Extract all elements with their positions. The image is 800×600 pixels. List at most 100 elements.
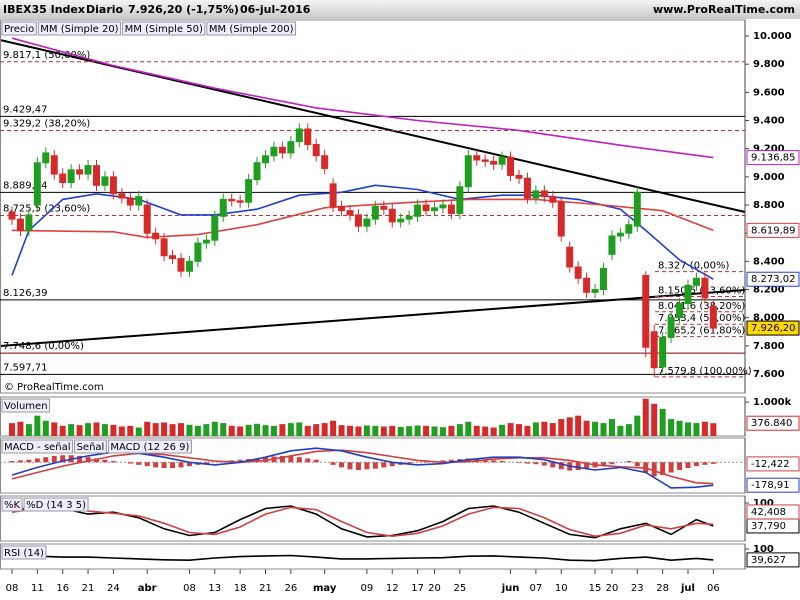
macd-bar xyxy=(355,462,361,470)
macd-bar xyxy=(677,462,683,470)
macd-bar xyxy=(186,462,192,467)
candle-body xyxy=(118,193,126,199)
volume-bar xyxy=(592,421,599,436)
volume-bar xyxy=(93,422,100,436)
candle-body xyxy=(363,218,371,227)
candle-body xyxy=(676,303,684,319)
legend-label: MM (Simple 200) xyxy=(209,24,294,35)
level-label: 7.597,71 xyxy=(3,362,48,373)
legend-label: %D (14 3 5) xyxy=(26,500,86,511)
candle-body xyxy=(464,155,472,188)
volume-bar xyxy=(270,425,277,436)
header-period: Diario xyxy=(86,3,124,16)
y-tick-label: 1.000k xyxy=(753,397,792,408)
macd-bar xyxy=(702,462,708,465)
value-badge xyxy=(746,150,800,166)
volume-bar xyxy=(549,423,556,436)
macd-bar xyxy=(710,462,716,464)
macd-bar xyxy=(305,458,311,463)
candle-body xyxy=(473,155,481,161)
candle-body xyxy=(515,174,523,179)
x-tick-label: 26 xyxy=(284,583,297,594)
macd-bar xyxy=(524,462,530,464)
legend-label: %K xyxy=(4,500,21,511)
legend-label: MACD - señal xyxy=(4,442,71,453)
candle-body xyxy=(287,141,295,154)
legend-label: MM (Simple 50) xyxy=(125,24,203,35)
volume-bar xyxy=(59,425,66,436)
candle-body xyxy=(422,204,430,212)
plot-layer: 10.0009.8009.6009.4009.2009.0008.8008.60… xyxy=(0,19,800,594)
candle-body xyxy=(456,186,464,214)
x-tick-label: 08 xyxy=(183,583,196,594)
macd-bar xyxy=(136,462,142,465)
volume-bar xyxy=(330,420,337,436)
candle-body xyxy=(439,204,447,209)
macd-bar xyxy=(9,461,15,463)
value-badge-label: 8.619,89 xyxy=(751,225,796,236)
volume-bar xyxy=(583,420,590,436)
y-tick-label: 9.600 xyxy=(753,87,785,98)
candle-body xyxy=(549,196,557,203)
header-last: 7.926,20 (-1,75%) xyxy=(128,3,239,16)
volume-bar xyxy=(9,423,15,436)
candle-body xyxy=(532,190,540,199)
macd-bar xyxy=(381,462,387,468)
macd-bar xyxy=(77,455,83,463)
value-badge xyxy=(746,222,800,238)
volume-bar xyxy=(76,425,83,436)
value-badge-label: 42,408 xyxy=(751,507,786,518)
legend-box xyxy=(23,497,89,512)
series-line xyxy=(11,506,714,538)
y-tick-label: 9.400 xyxy=(753,116,785,127)
volume-bar xyxy=(135,427,142,436)
value-badge xyxy=(746,456,800,472)
candle-body xyxy=(202,239,210,244)
macd-bar xyxy=(491,460,497,463)
volume-bar xyxy=(17,421,24,436)
macd-bar xyxy=(347,462,353,470)
macd-bar xyxy=(34,458,40,463)
volume-bar xyxy=(634,415,641,436)
candle-body xyxy=(101,176,109,186)
macd-bar xyxy=(584,462,590,469)
volume-bar xyxy=(507,423,514,436)
volume-bar xyxy=(347,425,353,436)
volume-bar xyxy=(431,426,438,436)
macd-bar xyxy=(406,462,412,464)
x-tick-label: 21 xyxy=(259,583,272,594)
volume-bar xyxy=(389,425,396,436)
volume-bar xyxy=(566,417,573,436)
macd-bar xyxy=(144,462,150,467)
candle-body xyxy=(338,205,346,212)
candle-body xyxy=(397,218,405,223)
level-label: 9.817,1 (50,00%) xyxy=(3,50,90,61)
volume-bar xyxy=(34,415,41,436)
macd-bar xyxy=(609,462,615,465)
candle-body xyxy=(185,260,193,272)
volume-bar xyxy=(304,425,311,436)
legend-box xyxy=(1,545,47,560)
candle-body xyxy=(557,201,565,237)
volume-bar xyxy=(372,425,379,436)
candle-body xyxy=(211,215,219,241)
value-badge xyxy=(746,415,800,431)
candle-body xyxy=(667,317,675,338)
level-label: 8.126,39 xyxy=(3,288,48,299)
volume-bar xyxy=(178,423,184,436)
value-badge xyxy=(746,320,800,336)
candle-body xyxy=(295,128,303,143)
candle-body xyxy=(304,128,312,145)
y-tick-label: 9.800 xyxy=(753,59,785,70)
fib-label: 7.953,4 (50,00%) xyxy=(658,313,745,324)
candle-body xyxy=(405,215,413,220)
macd-bar xyxy=(389,462,395,467)
value-badge xyxy=(746,477,800,493)
x-tick-label: 28 xyxy=(656,583,669,594)
y-tick-label: 9.000 xyxy=(753,172,785,183)
volume-bar xyxy=(659,408,666,436)
volume-bar xyxy=(254,423,261,436)
volume-bar xyxy=(448,425,455,436)
series-line xyxy=(11,37,714,159)
volume-bar xyxy=(685,422,691,436)
